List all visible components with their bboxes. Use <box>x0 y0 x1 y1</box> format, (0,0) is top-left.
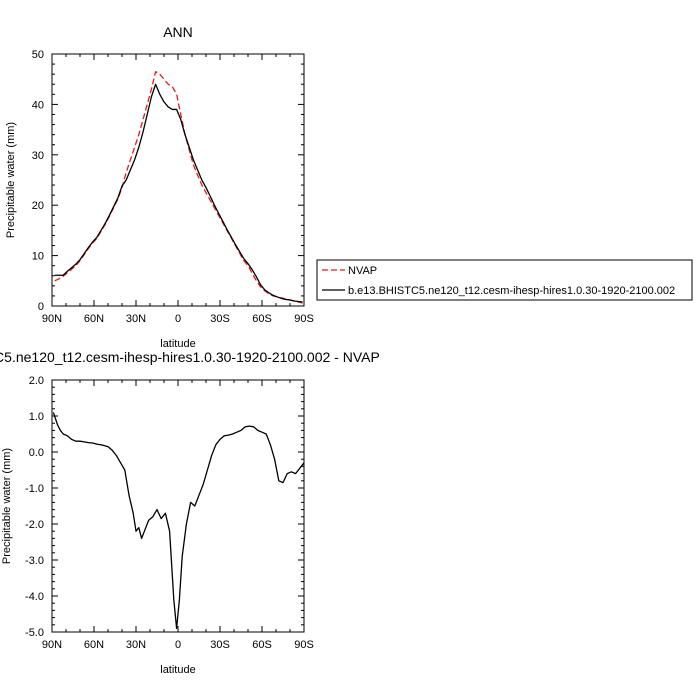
bottom-y-tick-label: -5.0 <box>25 627 44 639</box>
top-x-tick-label: 90N <box>42 313 62 325</box>
top-x-tick-label: 0 <box>175 313 181 325</box>
bottom-y-tick-label: -1.0 <box>25 483 44 495</box>
legend-label-nvap: NVAP <box>348 265 377 277</box>
top-plot-frame <box>51 53 305 307</box>
top-x-tick-label: 60N <box>84 313 104 325</box>
bottom-y-tick-label: -2.0 <box>25 519 44 531</box>
bottom-x-tick-label: 90N <box>42 639 62 651</box>
top-y-tick-label: 0 <box>38 301 44 313</box>
top-y-tick-label: 10 <box>32 251 44 263</box>
top-panel: ANN 90N 60N 30N 0 30S 60S 90S 0 10 20 30 40 50 latit… <box>5 24 314 350</box>
top-y-axis-label: Precipitable water (mm) <box>5 122 17 238</box>
bottom-y-tick-label: 0.0 <box>29 447 44 459</box>
top-x-tick-label: 90S <box>294 313 314 325</box>
bottom-y-tick-label: 1.0 <box>29 411 44 423</box>
top-x-axis-label: latitude <box>160 338 195 350</box>
bottom-x-tick-label: 0 <box>175 639 181 651</box>
bottom-y-tick-label: -4.0 <box>25 591 44 603</box>
bottom-x-tick-label: 60S <box>252 639 272 651</box>
top-plot-area: 90N 60N 30N 0 30S 60S 90S 0 10 20 30 40 50 <box>32 49 314 325</box>
top-x-tick-label: 30S <box>210 313 230 325</box>
bottom-y-tick-label: 2.0 <box>29 375 44 387</box>
top-y-tick-label: 30 <box>32 150 44 162</box>
top-y-tick-label: 20 <box>32 200 44 212</box>
bottom-panel: STC5.ne120_t12.cesm-ihesp-hires1.0.30-19… <box>0 349 380 676</box>
bottom-plot-area: 90N 60N 30N 0 30S 60S 90S -5.0 -4.0 -3.0 -2.0 -1.0 0… <box>25 375 314 651</box>
bottom-y-axis-label: Precipitable water (mm) <box>1 448 13 564</box>
bottom-x-tick-label: 30N <box>126 639 146 651</box>
bottom-chart-title: STC5.ne120_t12.cesm-ihesp-hires1.0.30-19… <box>0 349 380 365</box>
legend-label-model: b.e13.BHISTC5.ne120_t12.cesm-ihesp-hires… <box>348 285 675 297</box>
bottom-series-line-0 <box>52 412 305 630</box>
top-series-line-1 <box>54 83 303 303</box>
bottom-x-axis-label: latitude <box>160 664 195 676</box>
bottom-y-tick-label: -3.0 <box>25 555 44 567</box>
bottom-x-tick-label: 90S <box>294 639 314 651</box>
top-chart-title: ANN <box>163 24 193 40</box>
bottom-plot-frame <box>51 379 305 633</box>
top-x-tick-label: 30N <box>126 313 146 325</box>
top-y-tick-label: 50 <box>32 49 44 61</box>
legend: NVAP b.e13.BHISTC5.ne120_t12.cesm-ihesp-… <box>316 259 693 301</box>
top-y-tick-label: 40 <box>32 99 44 111</box>
bottom-x-tick-label: 60N <box>84 639 104 651</box>
legend-box <box>316 259 693 301</box>
top-x-tick-label: 60S <box>252 313 272 325</box>
top-series-line-0 <box>54 70 303 304</box>
bottom-x-tick-label: 30S <box>210 639 230 651</box>
